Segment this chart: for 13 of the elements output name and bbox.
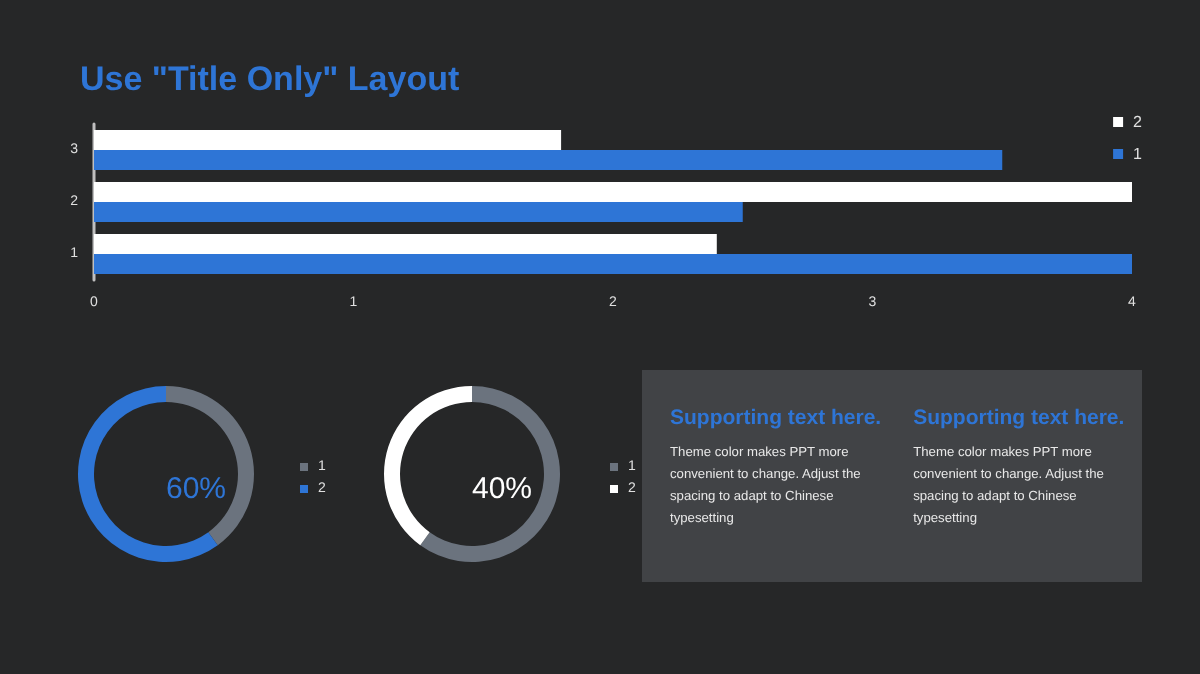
text: Supporting text here.: [913, 406, 1125, 430]
bar: [94, 130, 562, 150]
bar: [94, 182, 1132, 202]
legend-label: 2: [1133, 113, 1144, 131]
text: Supporting text here.: [670, 406, 882, 430]
bar: [94, 234, 717, 254]
text: 60%: [165, 472, 227, 506]
text: 40%: [471, 472, 533, 506]
bar: [94, 254, 1132, 274]
bar: [94, 202, 743, 222]
legend-label: 1: [1133, 145, 1144, 163]
bar: [94, 150, 1003, 170]
chart-title: Use "Title Only" Layout: [80, 60, 460, 98]
